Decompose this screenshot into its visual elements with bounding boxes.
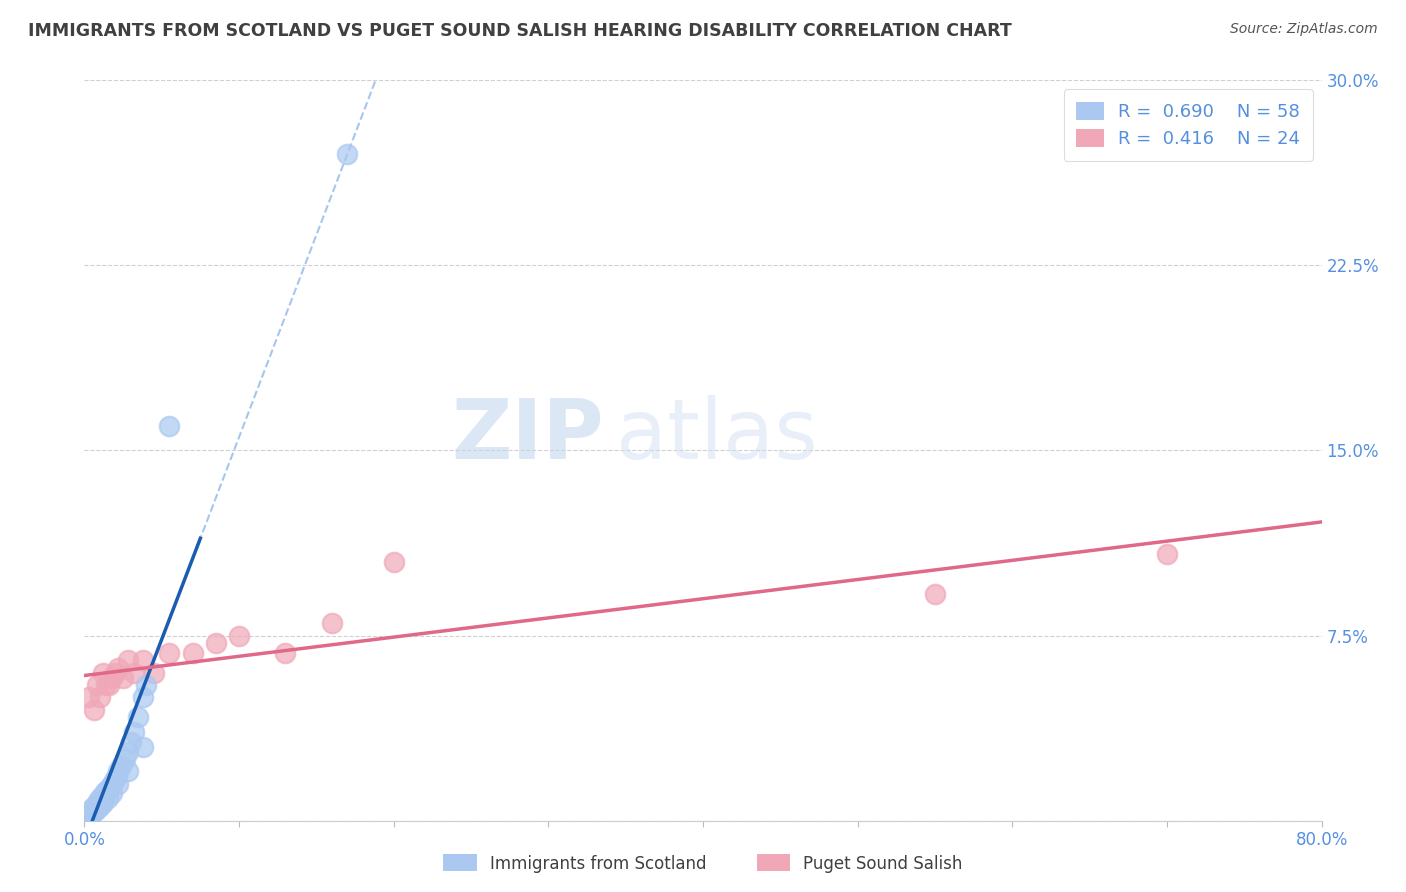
Point <box>132 653 155 667</box>
Text: atlas: atlas <box>616 395 818 476</box>
Point <box>114 752 136 766</box>
Point <box>82 806 104 821</box>
Point <box>89 791 111 805</box>
Point <box>104 665 127 680</box>
Point <box>91 665 114 680</box>
Point <box>321 616 343 631</box>
Point <box>112 671 135 685</box>
Point <box>101 776 124 791</box>
Point <box>82 806 104 821</box>
Point <box>159 646 180 660</box>
Point <box>77 806 100 821</box>
Text: IMMIGRANTS FROM SCOTLAND VS PUGET SOUND SALISH HEARING DISABILITY CORRELATION CH: IMMIGRANTS FROM SCOTLAND VS PUGET SOUND … <box>28 22 1012 40</box>
Point <box>83 804 105 818</box>
Legend: R =  0.690    N = 58, R =  0.416    N = 24: R = 0.690 N = 58, R = 0.416 N = 24 <box>1064 89 1313 161</box>
Text: ZIP: ZIP <box>451 395 605 476</box>
Point <box>82 804 104 818</box>
Point <box>117 764 139 779</box>
Point <box>79 806 101 821</box>
Point <box>75 811 97 825</box>
Point <box>96 791 118 805</box>
Point <box>76 808 98 822</box>
Point <box>143 665 166 680</box>
Point <box>132 739 155 754</box>
Point <box>86 798 108 813</box>
Point <box>76 808 98 822</box>
Point <box>84 798 107 813</box>
Point <box>79 806 101 821</box>
Point <box>103 774 125 789</box>
Point <box>107 776 129 791</box>
Text: Source: ZipAtlas.com: Source: ZipAtlas.com <box>1230 22 1378 37</box>
Point <box>274 646 297 660</box>
Point <box>127 710 149 724</box>
Point <box>105 769 128 783</box>
Point <box>86 801 108 815</box>
Point <box>181 646 204 660</box>
Point <box>79 804 101 818</box>
Point <box>117 653 139 667</box>
Point <box>107 764 129 779</box>
Point <box>76 806 98 821</box>
Point <box>83 703 105 717</box>
Point <box>77 808 100 822</box>
Point <box>86 797 108 811</box>
Point <box>77 808 100 822</box>
Point <box>98 678 121 692</box>
Point <box>1156 547 1178 561</box>
Point <box>86 678 108 692</box>
Point <box>122 665 145 680</box>
Point <box>98 781 121 796</box>
Point <box>94 784 117 798</box>
Point <box>84 804 107 818</box>
Point <box>101 671 124 685</box>
Point <box>205 636 228 650</box>
Point <box>132 690 155 705</box>
Point <box>94 678 117 692</box>
Point <box>87 797 110 811</box>
Point <box>228 628 250 642</box>
Point <box>382 555 405 569</box>
Point <box>87 794 110 808</box>
Point <box>75 811 97 825</box>
Point <box>336 147 359 161</box>
Point <box>100 779 122 793</box>
Point <box>101 787 124 801</box>
Point <box>89 794 111 808</box>
Point <box>120 734 142 748</box>
Point <box>90 791 112 805</box>
Point <box>82 801 104 815</box>
Point <box>122 724 145 739</box>
Point <box>89 798 111 813</box>
Point <box>83 804 105 818</box>
Point <box>117 745 139 759</box>
Point <box>77 690 100 705</box>
Point <box>96 781 118 796</box>
Point <box>89 690 111 705</box>
Point <box>104 772 127 786</box>
Point <box>84 801 107 815</box>
Point <box>93 787 115 801</box>
Point <box>924 586 946 600</box>
Point <box>91 797 114 811</box>
Point <box>135 678 157 692</box>
Point <box>83 801 105 815</box>
Point <box>91 789 114 803</box>
Point <box>87 801 110 815</box>
Point <box>107 660 129 674</box>
Legend: Immigrants from Scotland, Puget Sound Salish: Immigrants from Scotland, Puget Sound Sa… <box>437 847 969 880</box>
Point <box>159 418 180 433</box>
Point <box>110 759 132 773</box>
